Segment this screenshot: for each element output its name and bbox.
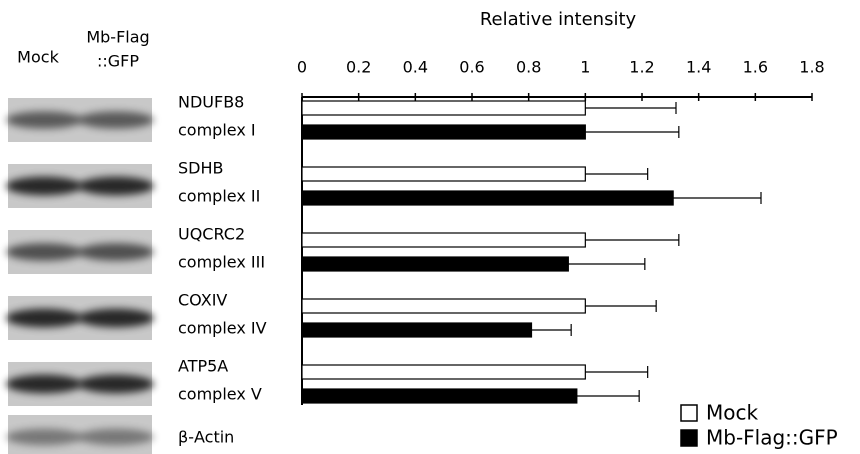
category-label: complex IV (178, 319, 267, 338)
bar (302, 299, 585, 313)
error-bar (585, 102, 676, 114)
protein-label: SDHB (178, 159, 223, 178)
error-bar (673, 192, 761, 204)
error-bar (532, 324, 572, 336)
error-bar (585, 300, 656, 312)
bar (302, 167, 585, 181)
bar (302, 233, 585, 247)
error-bar (568, 258, 645, 270)
bar (302, 101, 585, 115)
legend-swatch (681, 405, 697, 421)
x-tick-label: 0.8 (516, 58, 541, 77)
x-tick-label: 1.6 (743, 58, 768, 77)
error-bar (585, 234, 679, 246)
blot-band (78, 111, 154, 128)
blot-band (6, 243, 82, 261)
protein-label: UQCRC2 (178, 225, 245, 244)
x-tick-label: 0 (297, 58, 307, 77)
category-label: complex II (178, 187, 260, 206)
blot-band (78, 375, 154, 394)
bar (302, 257, 568, 271)
category-label: complex V (178, 385, 262, 404)
x-tick-label: 1.8 (799, 58, 824, 77)
lane-header: Mock (17, 48, 59, 67)
chart-title: Relative intensity (480, 9, 637, 30)
blot-band (78, 177, 154, 196)
protein-label: NDUFB8 (178, 93, 244, 112)
lane-header: Mb-Flag (86, 28, 149, 47)
protein-label: ATP5A (178, 357, 228, 376)
figure: Mock Mb-Flag ::GFP β-Actin Relative inte… (0, 0, 860, 454)
western-blots (6, 98, 154, 454)
x-tick-label: 1.4 (686, 58, 711, 77)
protein-label: COXIV (178, 291, 227, 310)
x-tick-label: 1.2 (629, 58, 654, 77)
blot-band (6, 309, 82, 328)
legend-label: Mock (706, 401, 758, 425)
legend-swatch (681, 430, 697, 446)
blot-band (6, 111, 82, 128)
blot-band (6, 375, 82, 394)
error-bar (585, 366, 647, 378)
blot-band (78, 243, 154, 261)
error-bar (585, 126, 679, 138)
x-tick-label: 1 (580, 58, 590, 77)
bar (302, 125, 585, 139)
blot-band (78, 429, 154, 445)
loading-control-label: β-Actin (178, 428, 234, 447)
legend-label: Mb-Flag::GFP (706, 426, 838, 450)
bar (302, 323, 532, 337)
x-tick-label: 0.6 (459, 58, 484, 77)
bar (302, 191, 673, 205)
bar (302, 365, 585, 379)
blot-band (78, 309, 154, 328)
lane-header: ::GFP (97, 52, 139, 71)
bar (302, 389, 577, 403)
error-bar (585, 168, 647, 180)
blot-band (6, 177, 82, 196)
category-label: complex III (178, 253, 265, 272)
error-bar (577, 390, 639, 402)
x-tick-label: 0.2 (346, 58, 371, 77)
category-label: complex I (178, 121, 256, 140)
blot-band (6, 429, 82, 445)
x-tick-label: 0.4 (403, 58, 428, 77)
